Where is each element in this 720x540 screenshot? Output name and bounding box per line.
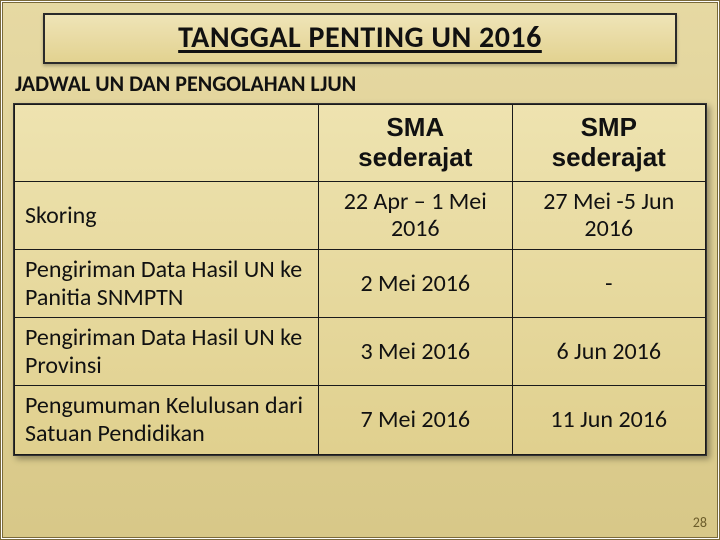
row-smp: 6 Jun 2016 — [512, 318, 706, 386]
row-smp: 27 Mei -5 Jun 2016 — [512, 181, 706, 249]
schedule-table: SMA sederajat SMP sederajat Skoring 22 A… — [14, 104, 706, 455]
slide-content: TANGGAL PENTING UN 2016 JADWAL UN DAN PE… — [3, 3, 717, 537]
row-sma: 3 Mei 2016 — [319, 318, 512, 386]
table-header-sma: SMA sederajat — [319, 105, 512, 182]
row-label: Pengiriman Data Hasil UN ke Provinsi — [15, 318, 319, 386]
row-label: Skoring — [15, 181, 319, 249]
title-bar: TANGGAL PENTING UN 2016 — [43, 13, 677, 64]
table-header-smp: SMP sederajat — [512, 105, 706, 182]
row-label: Pengumuman Kelulusan dari Satuan Pendidi… — [15, 386, 319, 454]
table-row: Pengiriman Data Hasil UN ke Panitia SNMP… — [15, 249, 706, 317]
row-sma: 2 Mei 2016 — [319, 249, 512, 317]
row-sma: 7 Mei 2016 — [319, 386, 512, 454]
row-sma: 22 Apr – 1 Mei 2016 — [319, 181, 512, 249]
row-label: Pengiriman Data Hasil UN ke Panitia SNMP… — [15, 249, 319, 317]
slide-title: TANGGAL PENTING UN 2016 — [53, 19, 667, 56]
table-row: Skoring 22 Apr – 1 Mei 2016 27 Mei -5 Ju… — [15, 181, 706, 249]
table-row: Pengiriman Data Hasil UN ke Provinsi 3 M… — [15, 318, 706, 386]
schedule-table-container: SMA sederajat SMP sederajat Skoring 22 A… — [13, 103, 707, 456]
table-header-blank — [15, 105, 319, 182]
table-row: Pengumuman Kelulusan dari Satuan Pendidi… — [15, 386, 706, 454]
slide-subtitle: JADWAL UN DAN PENGOLAHAN LJUN — [15, 70, 705, 97]
table-header-row: SMA sederajat SMP sederajat — [15, 105, 706, 182]
row-smp: 11 Jun 2016 — [512, 386, 706, 454]
page-number: 28 — [693, 514, 707, 531]
row-smp: - — [512, 249, 706, 317]
